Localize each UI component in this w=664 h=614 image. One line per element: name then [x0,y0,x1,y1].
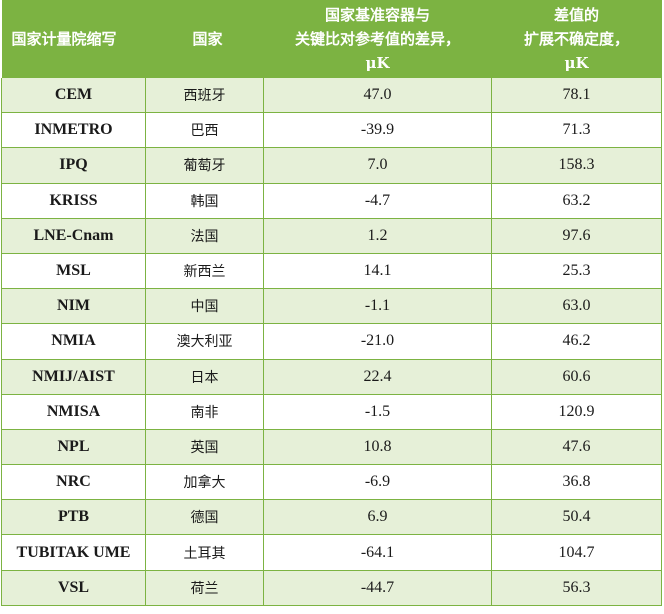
cell-uncertainty: 47.6 [491,429,662,466]
cell-abbr: IPQ [1,147,146,184]
cell-difference: 1.2 [263,218,492,254]
cell-abbr: KRISS [1,183,146,219]
table-row: LNE-Cnam 法国 1.2 97.6 [1,218,662,254]
cell-uncertainty: 63.0 [491,288,662,325]
cell-abbr: NPL [1,429,146,466]
table-row: MSL 新西兰 14.1 25.3 [1,253,662,290]
cell-abbr: TUBITAK UME [1,534,146,571]
cell-country: 中国 [145,288,264,325]
header-uncertainty-line2: 扩展不确定度， [523,30,629,48]
cell-country: 土耳其 [145,534,264,571]
cell-difference: -64.1 [263,534,492,571]
table-row: NMIA 澳大利亚 -21.0 46.2 [1,323,662,360]
cell-abbr: INMETRO [1,112,146,149]
cell-country: 南非 [145,394,264,430]
header-abbr: 国家计量院缩写 [1,0,146,78]
cell-difference: 22.4 [263,359,492,395]
cell-country: 新西兰 [145,253,264,290]
cell-country: 加拿大 [145,464,264,501]
cell-abbr: PTB [1,499,146,536]
table-row: NIM 中国 -1.1 63.0 [1,288,662,325]
cell-uncertainty: 36.8 [491,464,662,501]
cell-uncertainty: 46.2 [491,323,662,360]
table-row: NMIJ/AIST 日本 22.4 60.6 [1,359,662,395]
cell-difference: -4.7 [263,183,492,219]
cell-country: 日本 [145,359,264,395]
cell-uncertainty: 71.3 [491,112,662,149]
cell-difference: -21.0 [263,323,492,360]
cell-uncertainty: 104.7 [491,534,662,571]
cell-difference: -44.7 [263,570,492,606]
cell-country: 巴西 [145,112,264,149]
cell-uncertainty: 158.3 [491,147,662,184]
cell-difference: 7.0 [263,147,492,184]
cell-difference: 6.9 [263,499,492,536]
cell-difference: -1.5 [263,394,492,430]
table-row: NPL 英国 10.8 47.6 [1,429,662,466]
header-country: 国家 [145,0,264,78]
cell-uncertainty: 56.3 [491,570,662,606]
header-difference-line1: 国家基准容器与 [324,6,430,24]
header-difference: 国家基准容器与 关键比对参考值的差异， μK [263,0,492,78]
table-row: IPQ 葡萄牙 7.0 158.3 [1,147,662,184]
cell-country: 英国 [145,429,264,466]
cell-abbr: NMISA [1,394,146,430]
header-difference-unit: μK [365,54,390,72]
cell-difference: -1.1 [263,288,492,325]
cell-difference: -6.9 [263,464,492,501]
header-uncertainty: 差值的 扩展不确定度， μK [491,0,662,78]
cell-uncertainty: 25.3 [491,253,662,290]
cell-country: 葡萄牙 [145,147,264,184]
cell-uncertainty: 50.4 [491,499,662,536]
cell-abbr: VSL [1,570,146,606]
table-row: VSL 荷兰 -44.7 56.3 [1,570,662,606]
table-row: TUBITAK UME 土耳其 -64.1 104.7 [1,534,662,571]
cell-uncertainty: 63.2 [491,183,662,219]
cell-abbr: CEM [1,78,146,114]
header-row: 国家计量院缩写 国家 国家基准容器与 关键比对参考值的差异， μK 差值的 扩展… [1,0,662,78]
cell-country: 澳大利亚 [145,323,264,360]
cell-difference: 47.0 [263,78,492,114]
table-header: 国家计量院缩写 国家 国家基准容器与 关键比对参考值的差异， μK 差值的 扩展… [1,0,662,78]
cell-country: 韩国 [145,183,264,219]
cell-abbr: LNE-Cnam [1,218,146,254]
cell-abbr: NIM [1,288,146,325]
cell-country: 西班牙 [145,78,264,114]
cell-uncertainty: 97.6 [491,218,662,254]
table-row: KRISS 韩国 -4.7 63.2 [1,183,662,219]
table-row: INMETRO 巴西 -39.9 71.3 [1,112,662,149]
cell-difference: 14.1 [263,253,492,290]
table-row: NMISA 南非 -1.5 120.9 [1,394,662,430]
cell-uncertainty: 120.9 [491,394,662,430]
cell-difference: -39.9 [263,112,492,149]
table-row: PTB 德国 6.9 50.4 [1,499,662,536]
cell-country: 德国 [145,499,264,536]
cell-uncertainty: 60.6 [491,359,662,395]
header-uncertainty-line1: 差值的 [553,6,599,24]
cell-abbr: NRC [1,464,146,501]
cell-country: 法国 [145,218,264,254]
table-row: CEM 西班牙 47.0 78.1 [1,78,662,114]
header-difference-line2: 关键比对参考值的差异， [294,30,460,48]
header-uncertainty-unit: μK [564,54,589,72]
cell-uncertainty: 78.1 [491,78,662,114]
cell-country: 荷兰 [145,570,264,606]
table-body: CEM 西班牙 47.0 78.1 INMETRO 巴西 -39.9 71.3 … [1,78,662,606]
cell-abbr: MSL [1,253,146,290]
cell-abbr: NMIA [1,323,146,360]
cell-abbr: NMIJ/AIST [1,359,146,395]
cell-difference: 10.8 [263,429,492,466]
table-row: NRC 加拿大 -6.9 36.8 [1,464,662,501]
